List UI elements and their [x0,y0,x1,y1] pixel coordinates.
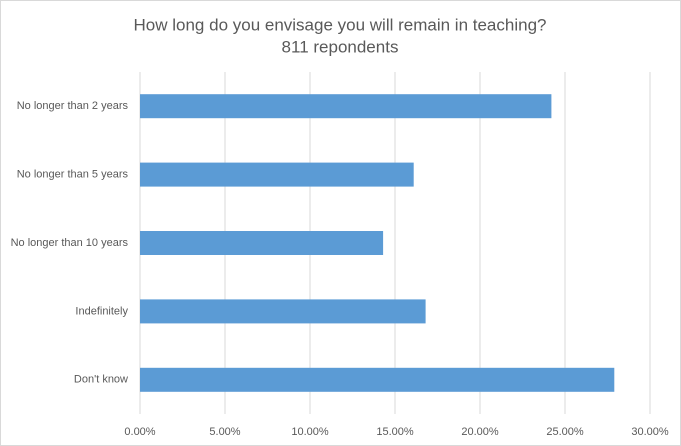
y-tick-label: No longer than 5 years [17,169,129,181]
bar [140,299,426,324]
x-tick-label: 10.00% [291,426,329,438]
bar [140,162,414,187]
x-tick-label: 20.00% [461,426,499,438]
bar [140,94,552,119]
chart-subtitle: 811 repondents [282,37,399,56]
bar [140,231,384,255]
chart-title: How long do you envisage you will remain… [134,15,547,34]
x-tick-label: 15.00% [376,426,414,438]
y-tick-label: No longer than 10 years [11,237,129,249]
x-tick-label: 0.00% [124,426,155,438]
x-tick-label: 5.00% [209,426,240,438]
y-tick-label: Don't know [74,374,128,386]
bar [140,367,615,392]
x-tick-label: 30.00% [631,426,669,438]
y-tick-label: Indefinitely [75,305,128,317]
y-tick-label: No longer than 2 years [17,100,129,112]
x-tick-label: 25.00% [546,426,584,438]
